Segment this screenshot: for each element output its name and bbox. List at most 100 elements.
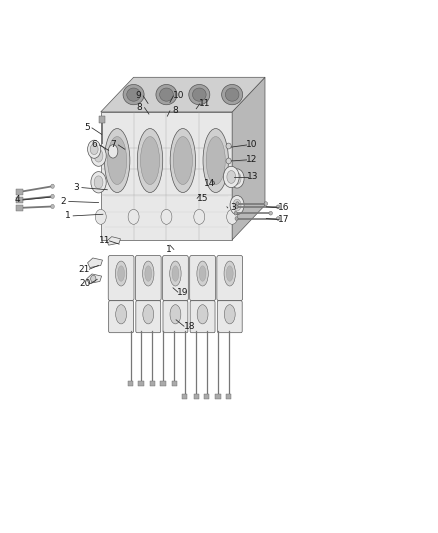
Text: 10: 10 (173, 92, 184, 100)
Ellipse shape (206, 136, 225, 184)
Ellipse shape (234, 211, 237, 215)
Ellipse shape (94, 176, 103, 189)
Text: 19: 19 (177, 288, 189, 296)
Ellipse shape (141, 136, 159, 184)
Bar (160, 381, 166, 386)
Polygon shape (107, 237, 120, 245)
Ellipse shape (127, 88, 141, 101)
FancyBboxPatch shape (136, 301, 161, 333)
Ellipse shape (51, 204, 54, 208)
Ellipse shape (226, 158, 231, 164)
Text: 1: 1 (65, 212, 71, 220)
Ellipse shape (105, 128, 130, 192)
Ellipse shape (197, 261, 208, 286)
Ellipse shape (222, 84, 243, 104)
Text: 15: 15 (197, 194, 208, 203)
Ellipse shape (230, 196, 244, 215)
Text: 7: 7 (110, 141, 116, 149)
Ellipse shape (224, 305, 235, 324)
Text: 11: 11 (199, 100, 211, 108)
Polygon shape (101, 77, 265, 112)
Ellipse shape (159, 88, 173, 101)
Text: 8: 8 (136, 103, 142, 112)
Ellipse shape (91, 172, 106, 193)
Bar (204, 394, 209, 399)
Ellipse shape (197, 305, 208, 324)
Text: 1: 1 (166, 245, 172, 254)
Ellipse shape (145, 266, 152, 281)
Ellipse shape (236, 201, 239, 205)
Text: 17: 17 (278, 215, 290, 224)
Polygon shape (232, 77, 265, 240)
Ellipse shape (91, 145, 106, 166)
Ellipse shape (227, 171, 236, 183)
Ellipse shape (194, 209, 205, 224)
Ellipse shape (90, 144, 98, 155)
Ellipse shape (123, 84, 144, 104)
Ellipse shape (108, 136, 127, 184)
Ellipse shape (143, 305, 154, 324)
Ellipse shape (225, 88, 239, 101)
Text: 18: 18 (184, 322, 195, 330)
Ellipse shape (199, 266, 206, 281)
Text: 3: 3 (74, 183, 80, 192)
Ellipse shape (108, 144, 118, 158)
Text: 11: 11 (99, 237, 110, 245)
Ellipse shape (170, 305, 181, 324)
Ellipse shape (235, 205, 238, 209)
Bar (194, 394, 199, 399)
Ellipse shape (115, 261, 127, 286)
Ellipse shape (233, 199, 241, 211)
Ellipse shape (226, 266, 233, 281)
Bar (138, 381, 144, 386)
Bar (16, 197, 23, 203)
Bar (226, 394, 231, 399)
Ellipse shape (203, 128, 229, 192)
Ellipse shape (224, 261, 236, 286)
Bar (182, 394, 187, 399)
Ellipse shape (88, 140, 101, 158)
Bar (128, 381, 133, 386)
Text: 5: 5 (84, 124, 90, 132)
Text: 3: 3 (230, 204, 236, 212)
Ellipse shape (173, 136, 192, 184)
Ellipse shape (227, 209, 237, 224)
FancyBboxPatch shape (217, 256, 243, 301)
FancyBboxPatch shape (135, 256, 161, 301)
Ellipse shape (269, 211, 272, 215)
Ellipse shape (226, 143, 231, 149)
Ellipse shape (230, 169, 244, 188)
Text: 10: 10 (246, 141, 258, 149)
Text: 6: 6 (91, 141, 97, 149)
Ellipse shape (95, 209, 106, 224)
Ellipse shape (170, 128, 195, 192)
Ellipse shape (161, 209, 172, 224)
FancyBboxPatch shape (190, 301, 215, 333)
Ellipse shape (142, 261, 154, 286)
Ellipse shape (276, 217, 280, 221)
Text: 12: 12 (246, 156, 258, 164)
Ellipse shape (118, 266, 124, 281)
FancyBboxPatch shape (109, 301, 134, 333)
Bar (99, 116, 105, 123)
Ellipse shape (91, 276, 96, 282)
Ellipse shape (51, 184, 54, 188)
Ellipse shape (189, 84, 210, 104)
Ellipse shape (276, 205, 280, 209)
Ellipse shape (235, 217, 238, 221)
Text: 14: 14 (204, 180, 215, 188)
FancyBboxPatch shape (108, 256, 134, 301)
Text: 9: 9 (135, 92, 141, 100)
Text: 16: 16 (278, 204, 290, 212)
FancyBboxPatch shape (217, 301, 242, 333)
Ellipse shape (94, 149, 103, 162)
Bar (16, 189, 23, 195)
Bar (215, 394, 221, 399)
Text: 4: 4 (15, 196, 20, 204)
FancyBboxPatch shape (190, 256, 215, 301)
Text: 8: 8 (172, 107, 178, 115)
Ellipse shape (223, 166, 239, 188)
Ellipse shape (172, 266, 179, 281)
FancyBboxPatch shape (163, 301, 188, 333)
Text: 2: 2 (61, 197, 66, 206)
